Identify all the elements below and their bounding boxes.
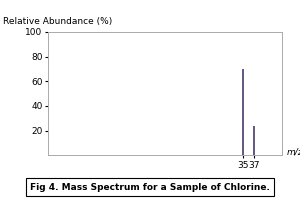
Text: Relative Abundance (%): Relative Abundance (%): [3, 17, 112, 26]
Text: m/z: m/z: [286, 148, 300, 157]
Text: Fig 4. Mass Spectrum for a Sample of Chlorine.: Fig 4. Mass Spectrum for a Sample of Chl…: [30, 182, 270, 192]
